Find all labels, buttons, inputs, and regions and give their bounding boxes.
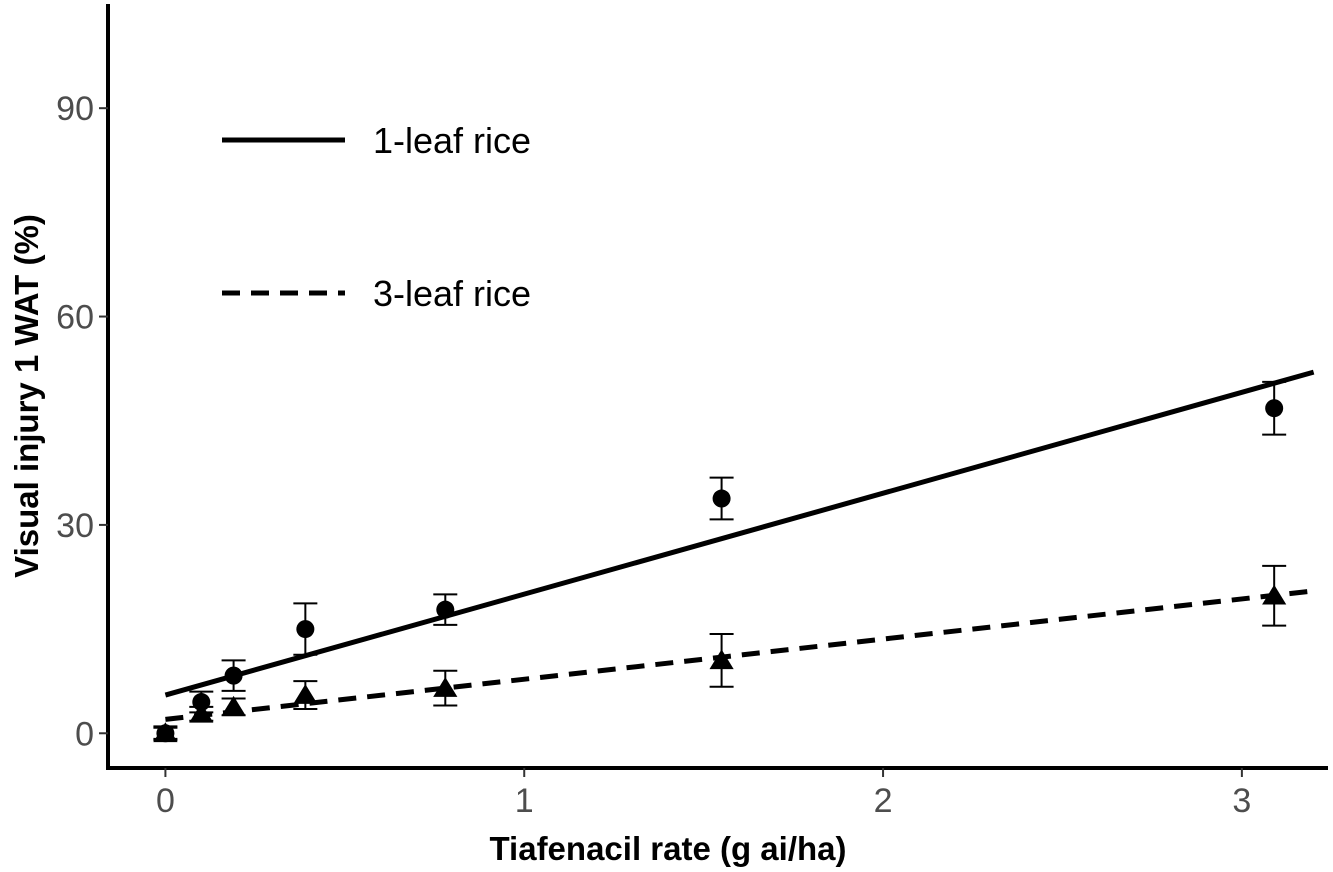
data-point [296, 620, 315, 639]
data-point [709, 649, 734, 670]
data-point [221, 695, 246, 716]
legend-label: 1-leaf rice [373, 120, 531, 161]
y-axis-title: Visual injury 1 WAT (%) [8, 214, 45, 578]
data-point [224, 666, 243, 685]
data-point [436, 600, 455, 619]
y-tick-label: 90 [56, 90, 94, 128]
data-point [293, 684, 318, 704]
y-tick-label: 30 [56, 507, 94, 545]
x-tick-label: 3 [1232, 782, 1251, 820]
series-three-leaf [153, 564, 1314, 743]
data-point [712, 489, 731, 508]
x-tick-label: 1 [515, 782, 534, 820]
fit-line [164, 369, 1315, 698]
data-point [189, 702, 214, 723]
y-tick-label: 60 [56, 299, 94, 337]
x-tick-label: 0 [156, 782, 175, 820]
data-point [433, 677, 458, 697]
fit-line [165, 588, 1314, 722]
data-point [153, 722, 178, 743]
y-tick-label: 0 [75, 715, 94, 753]
x-axis-title: Tiafenacil rate (g ai/ha) [489, 830, 846, 867]
marks [153, 369, 1315, 743]
legend: 1-leaf rice 3-leaf rice [222, 120, 531, 314]
legend-label: 3-leaf rice [373, 273, 531, 314]
data-point [1265, 399, 1284, 418]
x-tick-label: 2 [874, 782, 893, 820]
data-point [1262, 584, 1287, 605]
